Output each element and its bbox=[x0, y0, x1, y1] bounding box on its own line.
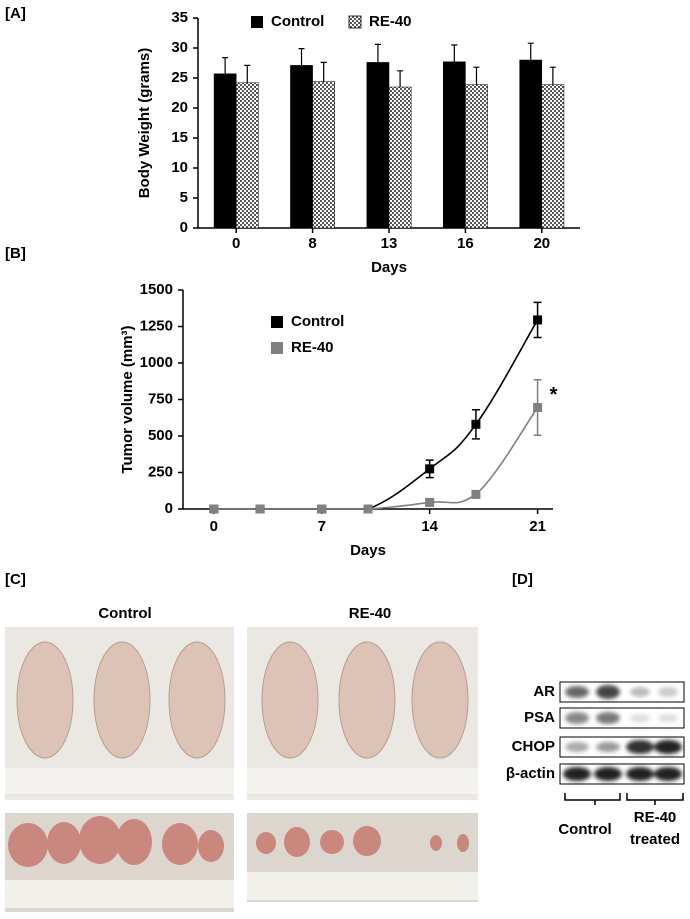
tumor-photo bbox=[247, 813, 478, 902]
series-line bbox=[213, 407, 539, 510]
bar bbox=[465, 84, 488, 229]
y-tick-label: 1250 bbox=[140, 317, 173, 334]
marker bbox=[471, 419, 481, 429]
axes bbox=[182, 290, 553, 510]
error-bar bbox=[451, 44, 458, 62]
x-tick-label: 13 bbox=[381, 235, 398, 252]
marker bbox=[533, 315, 543, 325]
legend-label: RE-40 bbox=[369, 13, 412, 30]
x-tick-label: 14 bbox=[421, 518, 438, 535]
bar bbox=[213, 73, 237, 229]
x-axis-label: Days bbox=[371, 259, 407, 276]
marker bbox=[425, 464, 435, 474]
error-bar bbox=[527, 42, 534, 60]
y-tick-label: 10 bbox=[171, 159, 188, 176]
y-tick-label: 25 bbox=[171, 69, 188, 86]
y-tick-label: 750 bbox=[148, 390, 173, 407]
bar bbox=[442, 61, 466, 229]
tumor-photo bbox=[5, 813, 234, 912]
blot-row-label: AR bbox=[533, 683, 555, 700]
legend-label: RE-40 bbox=[291, 339, 334, 356]
photo-group-label: Control bbox=[98, 605, 151, 622]
y-tick-label: 250 bbox=[148, 463, 173, 480]
blot-row-label: CHOP bbox=[512, 738, 555, 755]
legend-label: Control bbox=[291, 313, 344, 330]
bar bbox=[290, 65, 313, 229]
mice-photo bbox=[5, 627, 234, 800]
legend-swatch bbox=[251, 16, 263, 28]
error-bar bbox=[549, 66, 556, 85]
error-bar bbox=[298, 48, 305, 66]
blot bbox=[559, 681, 685, 805]
legend-swatch bbox=[271, 342, 283, 354]
x-tick-label: 20 bbox=[533, 235, 550, 252]
error-bar bbox=[244, 64, 251, 83]
blot-row-label: PSA bbox=[524, 709, 555, 726]
marker bbox=[317, 504, 327, 514]
legend-swatch bbox=[348, 15, 362, 29]
y-tick-label: 35 bbox=[171, 9, 188, 26]
y-tick-label: 0 bbox=[165, 500, 173, 517]
marker bbox=[533, 403, 543, 413]
panel-label: [B] bbox=[5, 245, 26, 262]
error-bar bbox=[473, 66, 480, 85]
bar bbox=[312, 81, 336, 229]
panel-label: [A] bbox=[5, 5, 26, 22]
marker bbox=[471, 489, 481, 499]
marker bbox=[209, 504, 219, 514]
panel-label: [C] bbox=[5, 571, 26, 588]
y-tick-label: 500 bbox=[148, 427, 173, 444]
legend-swatch bbox=[271, 316, 283, 328]
mice-photo bbox=[247, 627, 478, 800]
blot-row-label: β-actin bbox=[506, 765, 555, 782]
y-tick-label: 0 bbox=[180, 219, 188, 236]
y-axis-label: Tumor volume (mm³) bbox=[119, 325, 136, 473]
blot-group-label: RE-40 bbox=[634, 809, 677, 826]
y-axis-label: Body Weight (grams) bbox=[136, 48, 153, 199]
error-bar bbox=[397, 70, 404, 87]
y-tick-label: 20 bbox=[171, 99, 188, 116]
error-bar bbox=[320, 61, 327, 82]
x-axis-label: Days bbox=[350, 542, 386, 559]
y-tick-label: 5 bbox=[180, 189, 188, 206]
x-tick-label: 8 bbox=[308, 235, 316, 252]
photo-group-label: RE-40 bbox=[349, 605, 392, 622]
bar bbox=[388, 86, 412, 229]
bar bbox=[519, 59, 543, 229]
y-tick-label: 1500 bbox=[140, 281, 173, 298]
bar bbox=[541, 84, 565, 229]
blot-group-label: treated bbox=[630, 831, 680, 848]
x-tick-label: 0 bbox=[232, 235, 240, 252]
legend-label: Control bbox=[271, 13, 324, 30]
y-tick-label: 30 bbox=[171, 39, 188, 56]
error-bar bbox=[222, 57, 229, 74]
y-tick-label: 15 bbox=[171, 129, 188, 146]
bar bbox=[235, 82, 259, 229]
marker bbox=[425, 497, 435, 507]
y-tick-label: 1000 bbox=[140, 354, 173, 371]
x-tick-label: 16 bbox=[457, 235, 474, 252]
x-tick-label: 0 bbox=[210, 518, 218, 535]
x-tick-label: 7 bbox=[318, 518, 326, 535]
marker bbox=[255, 504, 265, 514]
error-bar bbox=[374, 43, 381, 63]
marker bbox=[363, 504, 373, 514]
blot-group-label: Control bbox=[558, 821, 611, 838]
bar bbox=[366, 62, 390, 229]
annotation: * bbox=[550, 384, 558, 406]
panel-label: [D] bbox=[512, 571, 533, 588]
x-tick-label: 21 bbox=[529, 518, 546, 535]
